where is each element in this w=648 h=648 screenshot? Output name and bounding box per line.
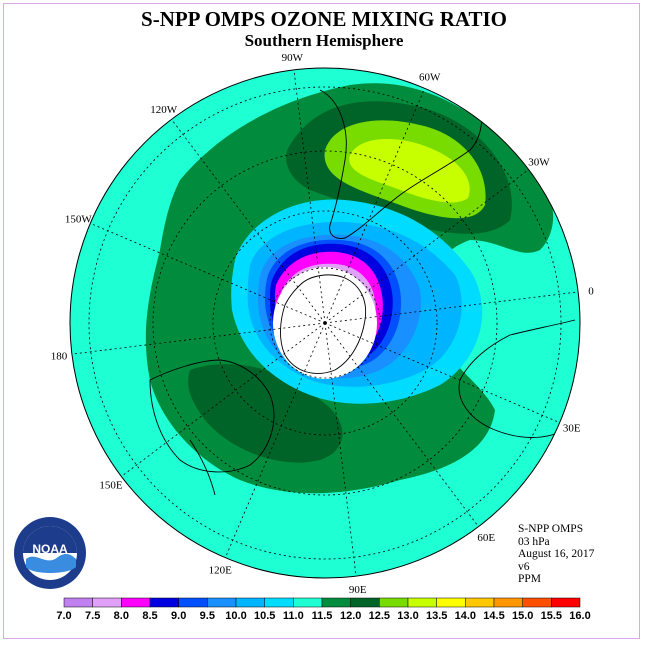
colorbar-swatch — [63, 597, 93, 608]
colorbar-swatch — [149, 597, 179, 608]
colorbar-tick-label: 12.5 — [369, 610, 390, 622]
longitude-label: 120E — [209, 565, 233, 577]
colorbar-tick-label: 7.5 — [85, 610, 100, 622]
longitude-label: 60W — [419, 71, 441, 83]
colorbar-swatch — [121, 597, 151, 608]
info-version: v6 — [518, 560, 530, 573]
longitude-label: 150E — [99, 479, 123, 491]
longitude-label: 90E — [349, 584, 367, 596]
colorbar-swatch — [264, 597, 294, 608]
colorbar-swatch — [235, 597, 265, 608]
longitude-label: 90W — [282, 52, 304, 64]
longitude-labels: 90W 60W 30W 0 30E 60E 90E 120E 150E 180 150W 120W — [51, 52, 595, 596]
longitude-label: 180 — [51, 351, 68, 363]
info-level: 03 hPa — [518, 535, 550, 548]
colorbar-tick-label: 9.5 — [200, 610, 215, 622]
africa-coast — [458, 319, 576, 438]
noaa-seal-icon: NOAA — [14, 517, 86, 589]
coastlines — [149, 89, 576, 496]
colorbar-tick-label: 16.0 — [569, 610, 590, 622]
colorbar-swatch — [350, 597, 380, 608]
colorbar-swatch — [551, 597, 581, 608]
info-units: PPM — [518, 573, 542, 585]
product-info: S-NPP OMPS 03 hPa August 16, 2017 v6 PPM — [518, 523, 594, 586]
colorbar-tick-label: 13.5 — [426, 610, 447, 622]
map-title: S-NPP OMPS OZONE MIXING RATIO — [141, 7, 507, 31]
colorbar-tick-label: 11.5 — [312, 610, 333, 622]
colorbar-tick-label: 10.0 — [225, 610, 246, 622]
south-america-coast — [319, 89, 483, 239]
colorbar-swatch — [407, 597, 437, 608]
colorbar-swatch — [178, 597, 208, 608]
colorbar-swatch — [207, 597, 237, 608]
colorbar-swatch — [293, 597, 323, 608]
colorbar-tick-label: 10.5 — [254, 610, 275, 622]
colorbar-tick-label: 12.0 — [340, 610, 361, 622]
longitude-label: 120W — [150, 104, 178, 116]
ozone-band-12-5 — [349, 138, 470, 203]
south-pole-marker — [323, 321, 327, 325]
colorbar-tick-label: 13.0 — [397, 610, 418, 622]
colorbar-tick-label: 9.0 — [171, 610, 186, 622]
antarctica-coast — [280, 274, 367, 374]
colorbar-swatch — [493, 597, 523, 608]
longitude-label: 60E — [477, 532, 495, 544]
colorbar-tick-label: 8.5 — [142, 610, 157, 622]
new-zealand-coast — [189, 439, 216, 496]
colorbar-tick-label: 11.0 — [283, 610, 304, 622]
longitude-label: 30E — [563, 423, 581, 435]
colorbar-swatch — [321, 597, 351, 608]
colorbar-tick-label: 14.5 — [483, 610, 504, 622]
colorbar-swatch — [92, 597, 122, 608]
info-instrument: S-NPP OMPS — [518, 523, 584, 535]
longitude-label: 0 — [588, 285, 594, 297]
colorbar-tick-label: 14.0 — [455, 610, 476, 622]
longitude-label: 30W — [528, 157, 550, 169]
colorbar-swatch — [465, 597, 495, 608]
longitude-label: 150W — [65, 213, 93, 225]
page-frame — [3, 3, 640, 639]
colorbar-swatch — [379, 597, 409, 608]
colorbar-tick-label: 15.0 — [512, 610, 533, 622]
map-boundary — [69, 67, 581, 579]
australia-coast — [149, 359, 275, 473]
colorbar-tick-label: 7.0 — [56, 610, 71, 622]
colorbar-swatch — [522, 597, 552, 608]
map-subtitle: Southern Hemisphere — [244, 31, 404, 50]
colorbar-tick-label: 8.0 — [114, 610, 129, 622]
logo-text: NOAA — [32, 542, 68, 556]
colorbar-tick-label: 15.5 — [541, 610, 562, 622]
info-date: August 16, 2017 — [518, 548, 595, 560]
colorbar-swatch — [436, 597, 466, 608]
